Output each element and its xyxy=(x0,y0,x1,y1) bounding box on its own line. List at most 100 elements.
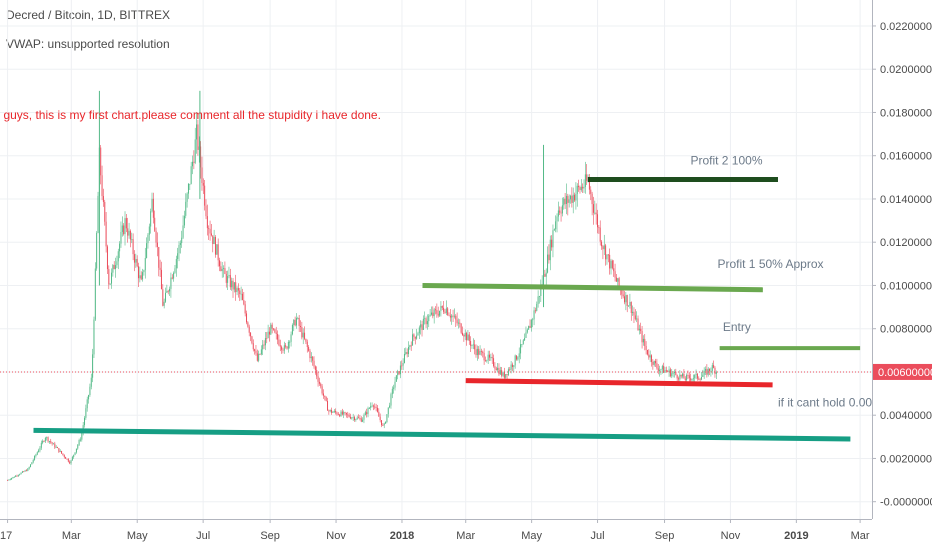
candle-body xyxy=(648,354,650,358)
candle-body xyxy=(637,318,639,331)
candle-body xyxy=(578,185,580,188)
candle-body xyxy=(645,346,647,350)
candle-body xyxy=(212,235,214,245)
candle-body xyxy=(120,231,122,244)
candle-body xyxy=(308,347,310,351)
candle-body xyxy=(615,277,617,282)
candle-body xyxy=(250,332,252,337)
candle-body xyxy=(133,254,135,263)
candle-body xyxy=(97,195,99,233)
candle-body xyxy=(584,174,586,187)
candle-body xyxy=(509,369,511,371)
candle-body xyxy=(362,419,364,422)
level-line-long-support[interactable] xyxy=(33,427,851,442)
candle-body xyxy=(246,313,248,323)
candle-body xyxy=(78,439,80,445)
candle-body xyxy=(156,242,158,247)
candle-body xyxy=(46,437,48,439)
candle-body xyxy=(455,315,457,320)
candle-body xyxy=(23,471,25,473)
candle-body xyxy=(302,332,304,338)
candle-body xyxy=(146,243,148,258)
candle-body xyxy=(414,336,416,339)
candle-body xyxy=(430,312,432,315)
candle-body xyxy=(545,272,547,277)
candle-body xyxy=(582,186,584,189)
candle-body xyxy=(457,322,459,324)
candle-body xyxy=(30,464,32,468)
candle-body xyxy=(209,228,211,234)
candle-body xyxy=(283,345,285,351)
y-tick-label: 0.00200000 xyxy=(880,453,932,465)
candle-body xyxy=(358,417,360,419)
candle-body xyxy=(48,441,50,442)
candle-body xyxy=(174,268,176,273)
candle-body xyxy=(482,351,484,354)
candle-body xyxy=(160,269,162,290)
candle-body xyxy=(124,218,126,235)
chart-symbol-title: Decred / Bitcoin, 1D, BITTREX xyxy=(6,8,171,22)
candle-body xyxy=(225,273,227,283)
candle-body xyxy=(609,254,611,269)
candle-body xyxy=(25,470,27,472)
candle-body xyxy=(703,370,705,375)
candle-body xyxy=(511,364,513,367)
candle-body xyxy=(34,455,36,460)
candle-body xyxy=(179,243,181,245)
level-line-profit1[interactable] xyxy=(422,282,763,293)
candle-body xyxy=(390,394,392,406)
candle-body xyxy=(43,441,45,442)
drawn-levels[interactable] xyxy=(33,176,861,442)
candle-body xyxy=(259,353,261,355)
candle-body xyxy=(81,432,83,440)
candle-body xyxy=(256,353,258,361)
candle-body xyxy=(444,311,446,313)
candle-body xyxy=(533,310,535,320)
candle-body xyxy=(173,272,175,279)
candle-body xyxy=(657,368,659,372)
candle-body xyxy=(187,183,189,194)
candle-body xyxy=(251,336,253,344)
candle-body xyxy=(536,303,538,311)
candle-body xyxy=(140,275,142,280)
candle-body xyxy=(398,371,400,375)
x-tick-label: Sep xyxy=(655,530,675,542)
candle-body xyxy=(170,277,172,289)
candle-body xyxy=(553,229,555,231)
candle-body xyxy=(313,360,315,367)
candle-body xyxy=(572,194,574,203)
candle-body xyxy=(456,319,458,324)
candle-body xyxy=(696,373,698,379)
candle-body xyxy=(617,278,619,282)
candle-body xyxy=(471,345,473,346)
candle-body xyxy=(285,345,287,347)
candle-body xyxy=(295,318,297,326)
candle-body xyxy=(484,360,486,362)
candle-body xyxy=(90,377,92,387)
last-price-tag xyxy=(873,363,932,380)
candle-body xyxy=(412,334,414,346)
level-line-support[interactable] xyxy=(465,378,773,388)
candle-body xyxy=(410,345,412,347)
candle-body xyxy=(279,345,281,347)
candle-body xyxy=(374,406,376,408)
candle-body xyxy=(475,349,477,356)
candle-body xyxy=(24,470,26,472)
candle-body xyxy=(143,270,145,273)
candle-body xyxy=(304,332,306,339)
candle-body xyxy=(260,349,262,355)
candle-body xyxy=(526,329,528,333)
candle-body xyxy=(229,275,231,288)
candle-body xyxy=(106,246,108,270)
candle-body xyxy=(462,332,464,336)
candle-body xyxy=(196,124,198,140)
candle-body xyxy=(231,280,233,288)
candle-body xyxy=(314,366,316,371)
candle-body xyxy=(301,327,303,338)
candle-body xyxy=(597,214,599,228)
candle-body xyxy=(28,467,30,469)
